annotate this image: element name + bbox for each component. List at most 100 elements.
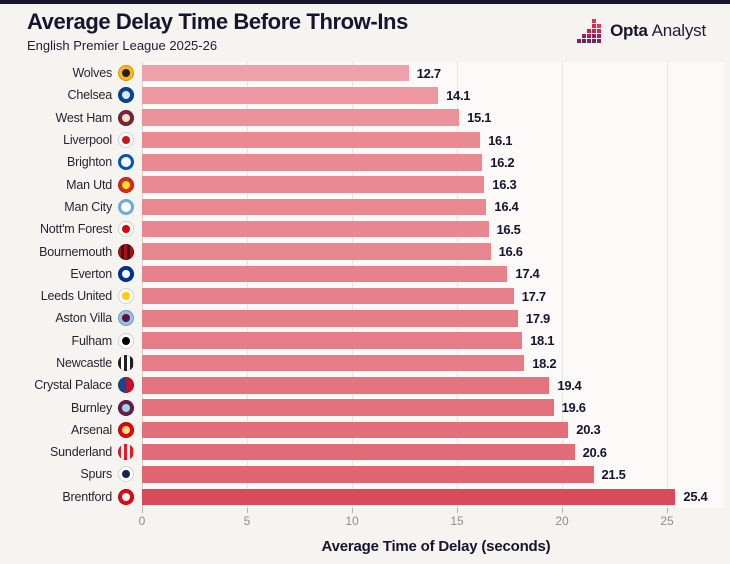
bar <box>142 176 485 193</box>
brighton-crest-icon <box>118 154 134 171</box>
bar-track: 19.6 <box>142 399 730 416</box>
opta-analyst-logo: Opta Analyst <box>577 18 706 44</box>
page-subtitle: English Premier League 2025-26 <box>27 38 218 53</box>
bar-row: Burnley 19.6 <box>0 396 730 418</box>
bar-track: 21.5 <box>142 466 730 483</box>
man-utd-crest-icon <box>118 176 134 193</box>
bar-track: 18.2 <box>142 354 730 372</box>
title-block: Average Delay Time Before Throw-Ins Engl… <box>27 9 408 53</box>
bar-row: Crystal Palace 19.4 <box>0 374 730 396</box>
bar-track: 17.9 <box>142 310 730 327</box>
brentford-crest-icon <box>118 488 134 505</box>
value-label: 16.4 <box>494 199 519 215</box>
bar <box>142 354 525 372</box>
value-label: 17.9 <box>525 310 550 326</box>
opta-pixel-chart-icon <box>577 19 602 43</box>
gridline <box>352 62 353 508</box>
value-label: 21.5 <box>601 466 626 482</box>
team-label: Liverpool <box>63 133 112 148</box>
gridline <box>562 62 563 508</box>
gridline <box>142 62 143 508</box>
value-label: 19.4 <box>557 377 582 393</box>
value-label: 17.4 <box>515 266 540 282</box>
bar-row: Spurs 21.5 <box>0 463 730 485</box>
x-axis-label: Average Time of Delay (seconds) <box>321 538 551 555</box>
team-label: Leeds United <box>40 289 112 304</box>
bar-track: 16.5 <box>142 220 730 238</box>
x-tick-label: 15 <box>450 514 464 528</box>
nottm-forest-crest-icon <box>118 221 134 238</box>
bar-row: Aston Villa 17.9 <box>0 307 730 329</box>
bar-track: 16.4 <box>142 198 730 216</box>
man-city-crest-icon <box>118 198 134 215</box>
newcastle-crest-icon <box>118 355 134 371</box>
bar-track: 16.3 <box>142 176 730 193</box>
chelsea-crest-icon <box>118 87 134 104</box>
value-label: 15.1 <box>467 110 492 126</box>
x-tick-mark <box>352 508 353 513</box>
bar-row: West Ham 15.1 <box>0 107 730 129</box>
bar <box>142 421 569 439</box>
x-tick-label: 10 <box>345 514 359 528</box>
team-label: Everton <box>70 266 112 281</box>
arsenal-crest-icon <box>118 421 134 438</box>
team-label: Wolves <box>72 66 112 81</box>
team-label: Man Utd <box>66 177 112 192</box>
x-tick-label: 5 <box>243 514 251 528</box>
x-tick-mark <box>562 508 563 513</box>
header: Average Delay Time Before Throw-Ins Engl… <box>0 4 730 60</box>
team-label: Arsenal <box>71 422 112 437</box>
brand-name-bold: Opta <box>610 21 648 40</box>
wolves-crest-icon <box>118 65 134 82</box>
page-title: Average Delay Time Before Throw-Ins <box>27 9 408 34</box>
burnley-crest-icon <box>118 399 134 416</box>
team-label: Spurs <box>80 467 112 482</box>
bar-track: 16.6 <box>142 243 730 260</box>
bar-row: Liverpool 16.1 <box>0 129 730 151</box>
x-tick-label: 20 <box>555 514 569 528</box>
team-label: Brighton <box>67 155 112 170</box>
leeds-united-crest-icon <box>118 288 134 305</box>
bar <box>142 220 489 238</box>
brand-name-regular: Analyst <box>651 21 707 40</box>
gridline <box>247 62 248 508</box>
value-label: 17.7 <box>521 288 546 304</box>
value-label: 18.1 <box>530 333 555 349</box>
bar-track: 15.1 <box>142 109 730 126</box>
x-tick-label: 25 <box>660 514 674 528</box>
value-label: 19.6 <box>561 400 586 416</box>
spurs-crest-icon <box>118 466 134 483</box>
bar <box>142 488 676 506</box>
bar-row: Man Utd 16.3 <box>0 173 730 195</box>
x-tick-mark <box>457 508 458 513</box>
team-label: Burnley <box>71 400 112 415</box>
value-label: 16.5 <box>496 221 521 237</box>
bar-track: 25.4 <box>142 488 730 506</box>
bar-track: 12.7 <box>142 64 730 82</box>
bar <box>142 310 518 327</box>
team-label: Nott'm Forest <box>39 222 112 237</box>
bar-row: Bournemouth 16.6 <box>0 240 730 262</box>
bar-row: Brentford 25.4 <box>0 486 730 508</box>
gridline <box>457 62 458 508</box>
bournemouth-crest-icon <box>118 243 134 260</box>
bar <box>142 198 487 216</box>
team-label: Chelsea <box>67 88 113 103</box>
bar-track: 20.6 <box>142 443 730 461</box>
bar <box>142 332 523 349</box>
value-label: 16.3 <box>492 177 517 193</box>
west-ham-crest-icon <box>118 109 134 126</box>
x-axis: 0 5 10 15 20 25 <box>0 508 730 532</box>
team-label: Newcastle <box>56 356 112 370</box>
x-tick-mark <box>142 508 143 513</box>
value-label: 16.6 <box>498 244 523 260</box>
bar-row: Chelsea 14.1 <box>0 84 730 106</box>
bar-track: 18.1 <box>142 332 730 349</box>
value-label: 20.3 <box>576 422 601 438</box>
bar-row: Sunderland 20.6 <box>0 441 730 463</box>
bar-row: Leeds United 17.7 <box>0 285 730 307</box>
value-label: 14.1 <box>446 87 471 103</box>
bar-track: 17.7 <box>142 287 730 305</box>
bar <box>142 265 508 283</box>
team-label: Brentford <box>62 489 112 504</box>
